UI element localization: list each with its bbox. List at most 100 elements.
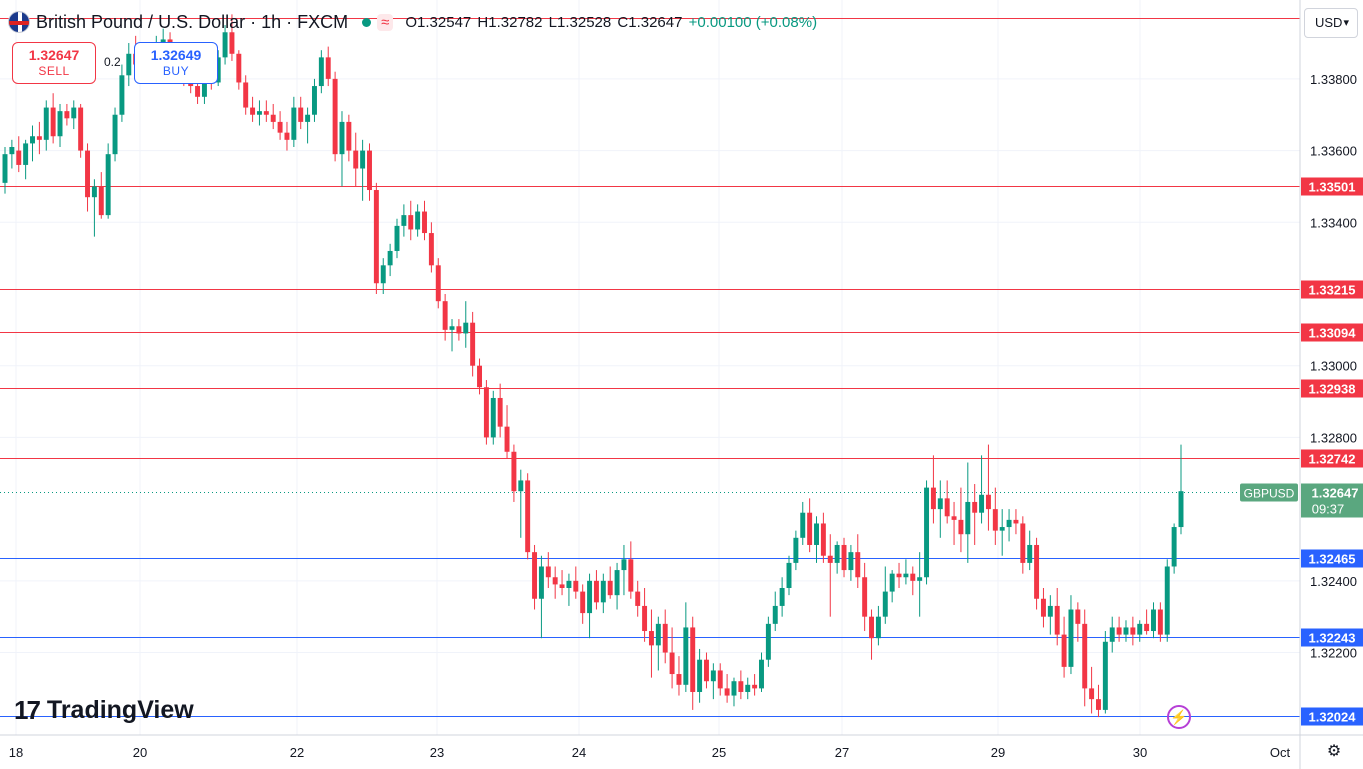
candle-down (532, 552, 538, 599)
candle-up (126, 53, 132, 76)
bar-countdown: 09:37 (1312, 502, 1345, 517)
candle-up (710, 670, 716, 682)
candle-up (291, 107, 297, 140)
candle-down (724, 688, 730, 696)
candle-up (1047, 605, 1053, 617)
candle-up (600, 580, 606, 603)
resistance-label-bg (1301, 323, 1363, 342)
buy-label: BUY (162, 64, 190, 78)
candle-down (930, 487, 936, 510)
support-label-bg (1301, 549, 1363, 568)
candle-down (648, 631, 654, 646)
candle-up (779, 588, 785, 606)
candle-up (339, 121, 345, 155)
candle-down (243, 82, 249, 108)
exchange-label: FXCM (297, 11, 349, 32)
candle-down (944, 498, 950, 517)
candle-up (105, 154, 111, 216)
support-label: 1.32243 (1309, 631, 1356, 646)
candle-up (697, 659, 703, 692)
candle-up (731, 681, 737, 696)
candle-down (1013, 519, 1019, 524)
candle-up (9, 147, 15, 155)
candle-up (1006, 519, 1012, 528)
candle-down (525, 480, 531, 553)
candle-down (855, 552, 861, 578)
candle-up (1151, 609, 1156, 632)
support-label-bg (1301, 628, 1363, 647)
candle-down (1034, 544, 1040, 599)
resistance-label: 1.32742 (1309, 452, 1356, 467)
gear-icon[interactable]: ⚙ (1326, 743, 1342, 760)
candle-up (655, 623, 661, 646)
candle-up (490, 397, 496, 438)
candle-up (1027, 544, 1033, 563)
interval-label[interactable]: 1h (261, 11, 282, 32)
low-value: L1.32528 (548, 13, 612, 31)
candle-up (999, 527, 1005, 531)
resistance-label-bg (1301, 449, 1363, 468)
candle-up (814, 523, 819, 545)
candle-down (1089, 688, 1095, 700)
candle-up (2, 154, 8, 183)
price-tick-label: 1.32400 (1310, 574, 1357, 589)
buy-button[interactable]: 1.32649 BUY (134, 42, 218, 84)
symbol-tag-bg (1240, 483, 1298, 502)
candle-down (896, 573, 902, 578)
candle-down (195, 86, 201, 97)
close-value: C1.32647 (617, 13, 683, 31)
candle-up (834, 544, 840, 563)
symbol-header: British Pound / U.S. Dollar · 1h · FXCM … (8, 9, 819, 35)
candle-down (807, 512, 813, 545)
candle-down (1054, 605, 1060, 635)
candle-down (332, 78, 338, 155)
tradingview-logo[interactable]: 17 TradingView (14, 695, 194, 726)
candle-down (676, 674, 682, 685)
buy-price: 1.32649 (150, 47, 202, 63)
support-label: 1.32465 (1309, 552, 1356, 567)
support-resistance-lines (0, 18, 1300, 717)
candle-down (277, 121, 283, 133)
support-label: 1.32024 (1309, 710, 1357, 725)
sell-price: 1.32647 (28, 47, 80, 63)
candle-down (250, 107, 256, 115)
time-tick-label: 24 (572, 745, 586, 760)
candle-down (1020, 523, 1026, 563)
candle-up (43, 107, 49, 140)
wave-icon[interactable]: ≈ (377, 13, 394, 31)
sell-button[interactable]: 1.32647 SELL (12, 42, 96, 84)
candle-up (415, 211, 421, 230)
candle-down (1116, 627, 1122, 635)
candle-up (1164, 566, 1170, 635)
symbol-title[interactable]: British Pound / U.S. Dollar (36, 11, 246, 32)
price-tick-label: 1.33000 (1310, 359, 1357, 374)
candle-up (965, 501, 971, 535)
candle-up (30, 136, 35, 144)
candle-down (16, 150, 22, 165)
gbp-usd-flag-icon (8, 11, 30, 33)
symbol-tag-label: GBPUSD (1244, 487, 1295, 501)
ohlc-values: O1.32547 H1.32782 L1.32528 C1.32647 +0.0… (405, 14, 819, 31)
candle-up (160, 39, 166, 44)
time-tick-label: 25 (712, 745, 726, 760)
current-price-value: 1.32647 (1312, 486, 1359, 501)
candle-down (992, 509, 998, 531)
candle-up (23, 143, 29, 165)
candle-up (786, 562, 792, 588)
resistance-label: 1.33215 (1309, 283, 1356, 298)
currency-selector[interactable]: USD ▾ (1304, 8, 1358, 38)
candle-up (119, 75, 125, 115)
candle-up (1109, 627, 1115, 642)
candle-down (98, 186, 104, 216)
price-axis-ticks: 1.33800 1.33600 1.33400 1.33000 1.32800 1.324… (1310, 72, 1357, 661)
open-value: O1.32547 (405, 13, 472, 31)
candle-down (346, 121, 352, 151)
candle-up (587, 580, 593, 614)
candle-down (703, 659, 709, 682)
candle-down (738, 681, 744, 692)
price-tick-label: 1.33600 (1310, 144, 1357, 159)
lightning-icon[interactable]: ⚡ (1167, 705, 1191, 729)
resistance-label-bg (1301, 177, 1363, 196)
candle-up (538, 566, 544, 599)
